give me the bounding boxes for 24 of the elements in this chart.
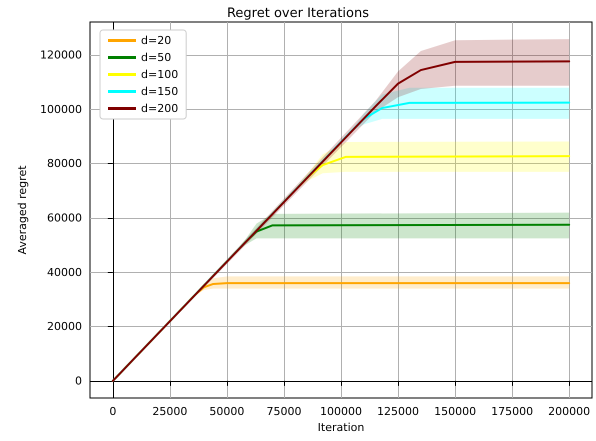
y-tick-label: 120000: [40, 48, 82, 62]
legend-label: d=200: [141, 102, 178, 115]
legend-label: d=100: [141, 68, 178, 81]
legend-label: d=20: [141, 34, 172, 47]
y-tick-label: 20000: [47, 320, 82, 334]
x-tick-label: 25000: [152, 405, 188, 418]
x-tick-label: 100000: [320, 405, 362, 418]
x-tick-label: 75000: [266, 405, 302, 418]
x-tick-label: 200000: [548, 405, 590, 418]
y-tick-label: 60000: [47, 212, 82, 225]
chart-title: Regret over Iterations: [226, 6, 370, 21]
legend-label: d=50: [141, 51, 172, 64]
x-tick-label: 175000: [491, 405, 534, 418]
y-axis-title: Averaged regret: [16, 164, 29, 255]
y-tick-label: 80000: [47, 157, 82, 170]
x-axis-title: Iteration: [318, 421, 364, 434]
y-tick-label: 0: [75, 374, 82, 388]
x-tick-label: 125000: [377, 405, 420, 418]
x-tick-label: 0: [109, 405, 116, 418]
y-tick-label: 40000: [47, 266, 82, 279]
x-tick-label: 150000: [434, 405, 476, 418]
x-tick-label: 50000: [209, 405, 244, 418]
y-tick-label: 100000: [40, 102, 82, 116]
legend-label: d=150: [141, 85, 178, 98]
